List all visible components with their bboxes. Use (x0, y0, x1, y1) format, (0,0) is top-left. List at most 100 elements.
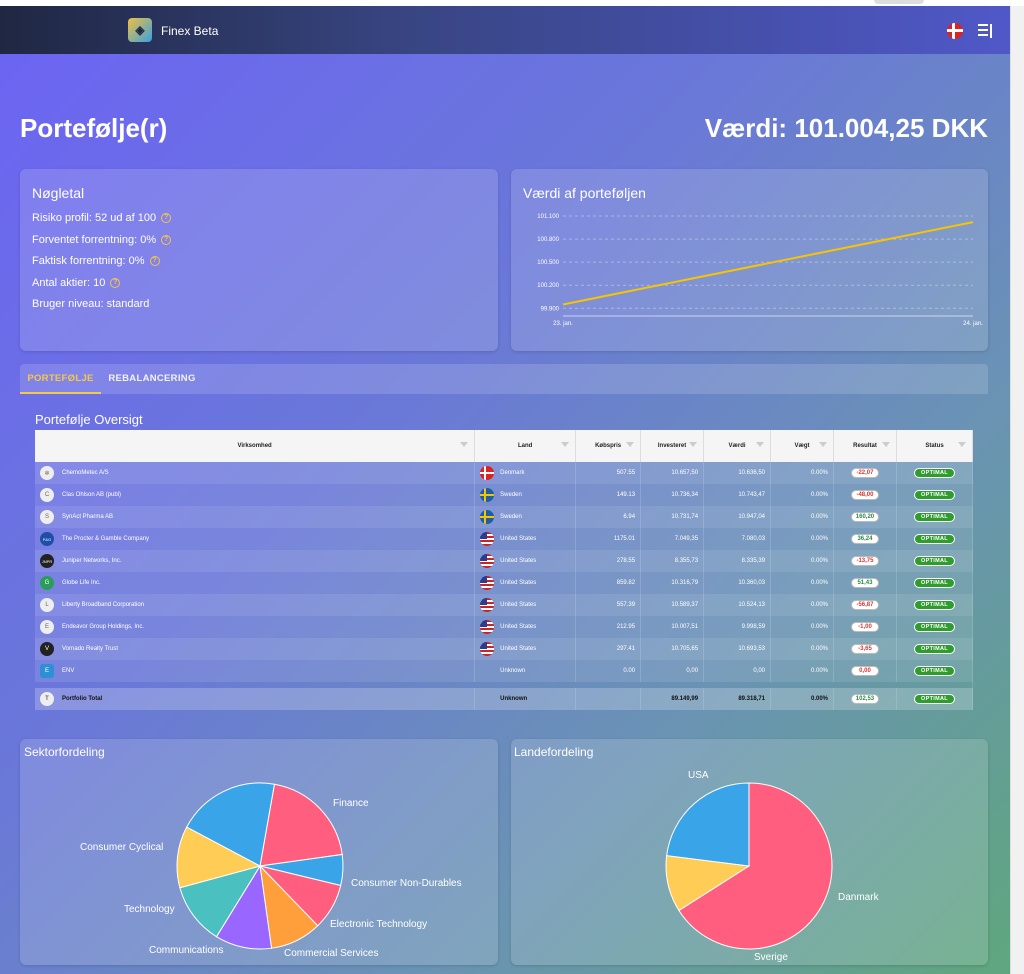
cell-company[interactable]: T Portfolio Total (35, 688, 476, 710)
col-header-value[interactable]: Værdi (703, 430, 772, 462)
language-danish-flag-icon[interactable] (947, 23, 963, 39)
country-name: United States (500, 624, 537, 630)
filter-icon[interactable] (626, 442, 635, 447)
pie-slice[interactable] (176, 826, 262, 889)
company-name[interactable]: SynAct Pharma AB (62, 514, 114, 520)
cell-invested: 10.736,34 (640, 484, 705, 506)
status-badge: OPTIMAL (914, 600, 955, 610)
scrollbar[interactable] (1010, 6, 1024, 974)
help-icon[interactable]: ? (110, 278, 121, 288)
invested-amount: 10.589,37 (671, 602, 699, 608)
y-tick-label: 99.900 (541, 306, 560, 312)
cell-company[interactable]: S SynAct Pharma AB (35, 506, 476, 528)
cell-company[interactable]: ✲ ChemoMetec A/S (35, 462, 476, 484)
company-name[interactable]: Endeavor Group Holdings, Inc. (62, 624, 145, 630)
col-header-country[interactable]: Land (474, 430, 577, 462)
cell-country: United States (474, 528, 577, 550)
table-row[interactable]: L Liberty Broadband Corporation United Sta… (35, 594, 974, 616)
company-logo-icon: C (40, 488, 54, 502)
col-header-result[interactable]: Resultat (833, 430, 897, 462)
filter-icon[interactable] (460, 442, 469, 447)
table-row[interactable]: ✲ ChemoMetec A/S Denmark 507.55 10.657,50 10.… (35, 462, 974, 484)
company-name[interactable]: Globe Life Inc. (62, 580, 101, 586)
tab-rebalancing[interactable]: REBALANCERING (108, 373, 196, 384)
cell-company[interactable]: L Liberty Broadband Corporation (35, 594, 476, 616)
kpi-expected-return-text: Forventet forrentning: 0% (32, 234, 157, 246)
company-name[interactable]: Vornado Realty Trust (62, 646, 119, 652)
table-row[interactable]: E ENV Unknown 0.00 0,00 0,00 0.00% 0,00 OPTIMAL (35, 660, 974, 682)
result-badge: 102,53 (850, 694, 880, 704)
kpi-user-level-text: Bruger niveau: standard (32, 298, 150, 310)
value-amount: 10.693,53 (738, 646, 766, 652)
col-header-weight[interactable]: Vægt (770, 430, 834, 462)
weight-value: 0.00% (810, 558, 828, 564)
col-header-invested[interactable]: Investeret (640, 430, 705, 462)
tab-bar: PORTEFØLJE REBALANCERING (20, 364, 988, 394)
purchase-price: 212.95 (616, 624, 636, 630)
table-row[interactable]: JNPR Juniper Networks, Inc. United States 2… (35, 550, 974, 572)
country-name: United States (500, 646, 537, 652)
cell-country: Sweden (474, 484, 577, 506)
cell-weight: 0.00% (770, 572, 834, 594)
pie-slice[interactable] (259, 783, 343, 867)
pie-slice[interactable] (186, 782, 275, 867)
pie-slice[interactable] (666, 782, 750, 867)
cell-company[interactable]: E Endeavor Group Holdings, Inc. (35, 616, 476, 638)
cell-company[interactable]: V Vornado Realty Trust (35, 638, 476, 660)
cell-company[interactable]: C Clas Ohlson AB (publ) (35, 484, 476, 506)
purchase-price: 0.00 (623, 668, 636, 674)
tab-portfolio[interactable]: PORTEFØLJE (20, 364, 101, 394)
country-name: United States (500, 558, 537, 564)
help-icon[interactable]: ? (149, 256, 160, 266)
table-row[interactable]: G Globe Life Inc. United States 859.82 10.31… (35, 572, 974, 594)
table-row[interactable]: S SynAct Pharma AB Sweden 6.94 10.731,74 10.9… (35, 506, 974, 528)
company-name[interactable]: The Procter & Gamble Company (62, 536, 150, 542)
filter-icon[interactable] (958, 442, 966, 447)
company-name[interactable]: Liberty Broadband Corporation (62, 602, 145, 608)
col-header-company[interactable]: Virksomhed (35, 430, 476, 462)
flag-us-icon (480, 532, 495, 546)
invested-amount: 10.731,74 (671, 514, 699, 520)
menu-icon[interactable] (978, 24, 992, 38)
help-icon[interactable]: ? (161, 213, 172, 223)
series-line (562, 221, 974, 306)
finex-logo-icon[interactable]: ◈ (128, 18, 152, 42)
company-name[interactable]: Juniper Networks, Inc. (62, 558, 122, 564)
flag-us-icon (480, 620, 495, 634)
filter-icon[interactable] (689, 442, 698, 447)
help-icon[interactable]: ? (161, 235, 172, 245)
result-badge: 160,20 (850, 512, 880, 522)
col-header-purchase-price[interactable]: Købspris (575, 430, 642, 462)
company-logo-icon: E (40, 664, 54, 678)
table-row[interactable]: P&G The Procter & Gamble Company United St… (35, 528, 974, 550)
filter-icon[interactable] (819, 442, 827, 447)
cell-company[interactable]: E ENV (35, 660, 476, 682)
col-header-status[interactable]: Status (896, 430, 974, 462)
company-name[interactable]: Clas Ohlson AB (publ) (62, 492, 122, 498)
cell-company[interactable]: G Globe Life Inc. (35, 572, 476, 594)
company-name[interactable]: ENV (62, 668, 75, 674)
pie-slice[interactable] (678, 782, 833, 950)
value-line-chart: 101.100 100.800 100.500 100.200 99.900 23. ja… (537, 214, 983, 327)
flag-se-icon (480, 488, 495, 502)
company-name[interactable]: ChemoMetec A/S (62, 470, 109, 476)
cell-result: 160,20 (833, 506, 897, 528)
brand-name[interactable]: Finex Beta (161, 24, 219, 38)
table-row[interactable]: V Vornado Realty Trust United States 297.41… (35, 638, 974, 660)
filter-icon[interactable] (561, 442, 570, 447)
cell-invested: 10.589,37 (640, 594, 705, 616)
flag-us-icon (480, 598, 495, 612)
result-badge: -13,75 (850, 556, 879, 566)
filter-icon[interactable] (756, 442, 765, 447)
filter-icon[interactable] (881, 442, 890, 447)
company-name[interactable]: Portfolio Total (62, 696, 103, 702)
pie-slice[interactable] (179, 865, 262, 938)
cell-company[interactable]: JNPR Juniper Networks, Inc. (35, 550, 476, 572)
table-total-row[interactable]: T Portfolio Total Unknown 89.149,99 89.318,7… (35, 688, 974, 710)
purchase-price: 278.55 (616, 558, 636, 564)
table-row[interactable]: E Endeavor Group Holdings, Inc. United Sta… (35, 616, 974, 638)
cell-purchase-price: 6.94 (575, 506, 642, 528)
flag-us-icon (480, 642, 495, 656)
table-row[interactable]: C Clas Ohlson AB (publ) Sweden 149.13 10.736… (35, 484, 974, 506)
cell-company[interactable]: P&G The Procter & Gamble Company (35, 528, 476, 550)
